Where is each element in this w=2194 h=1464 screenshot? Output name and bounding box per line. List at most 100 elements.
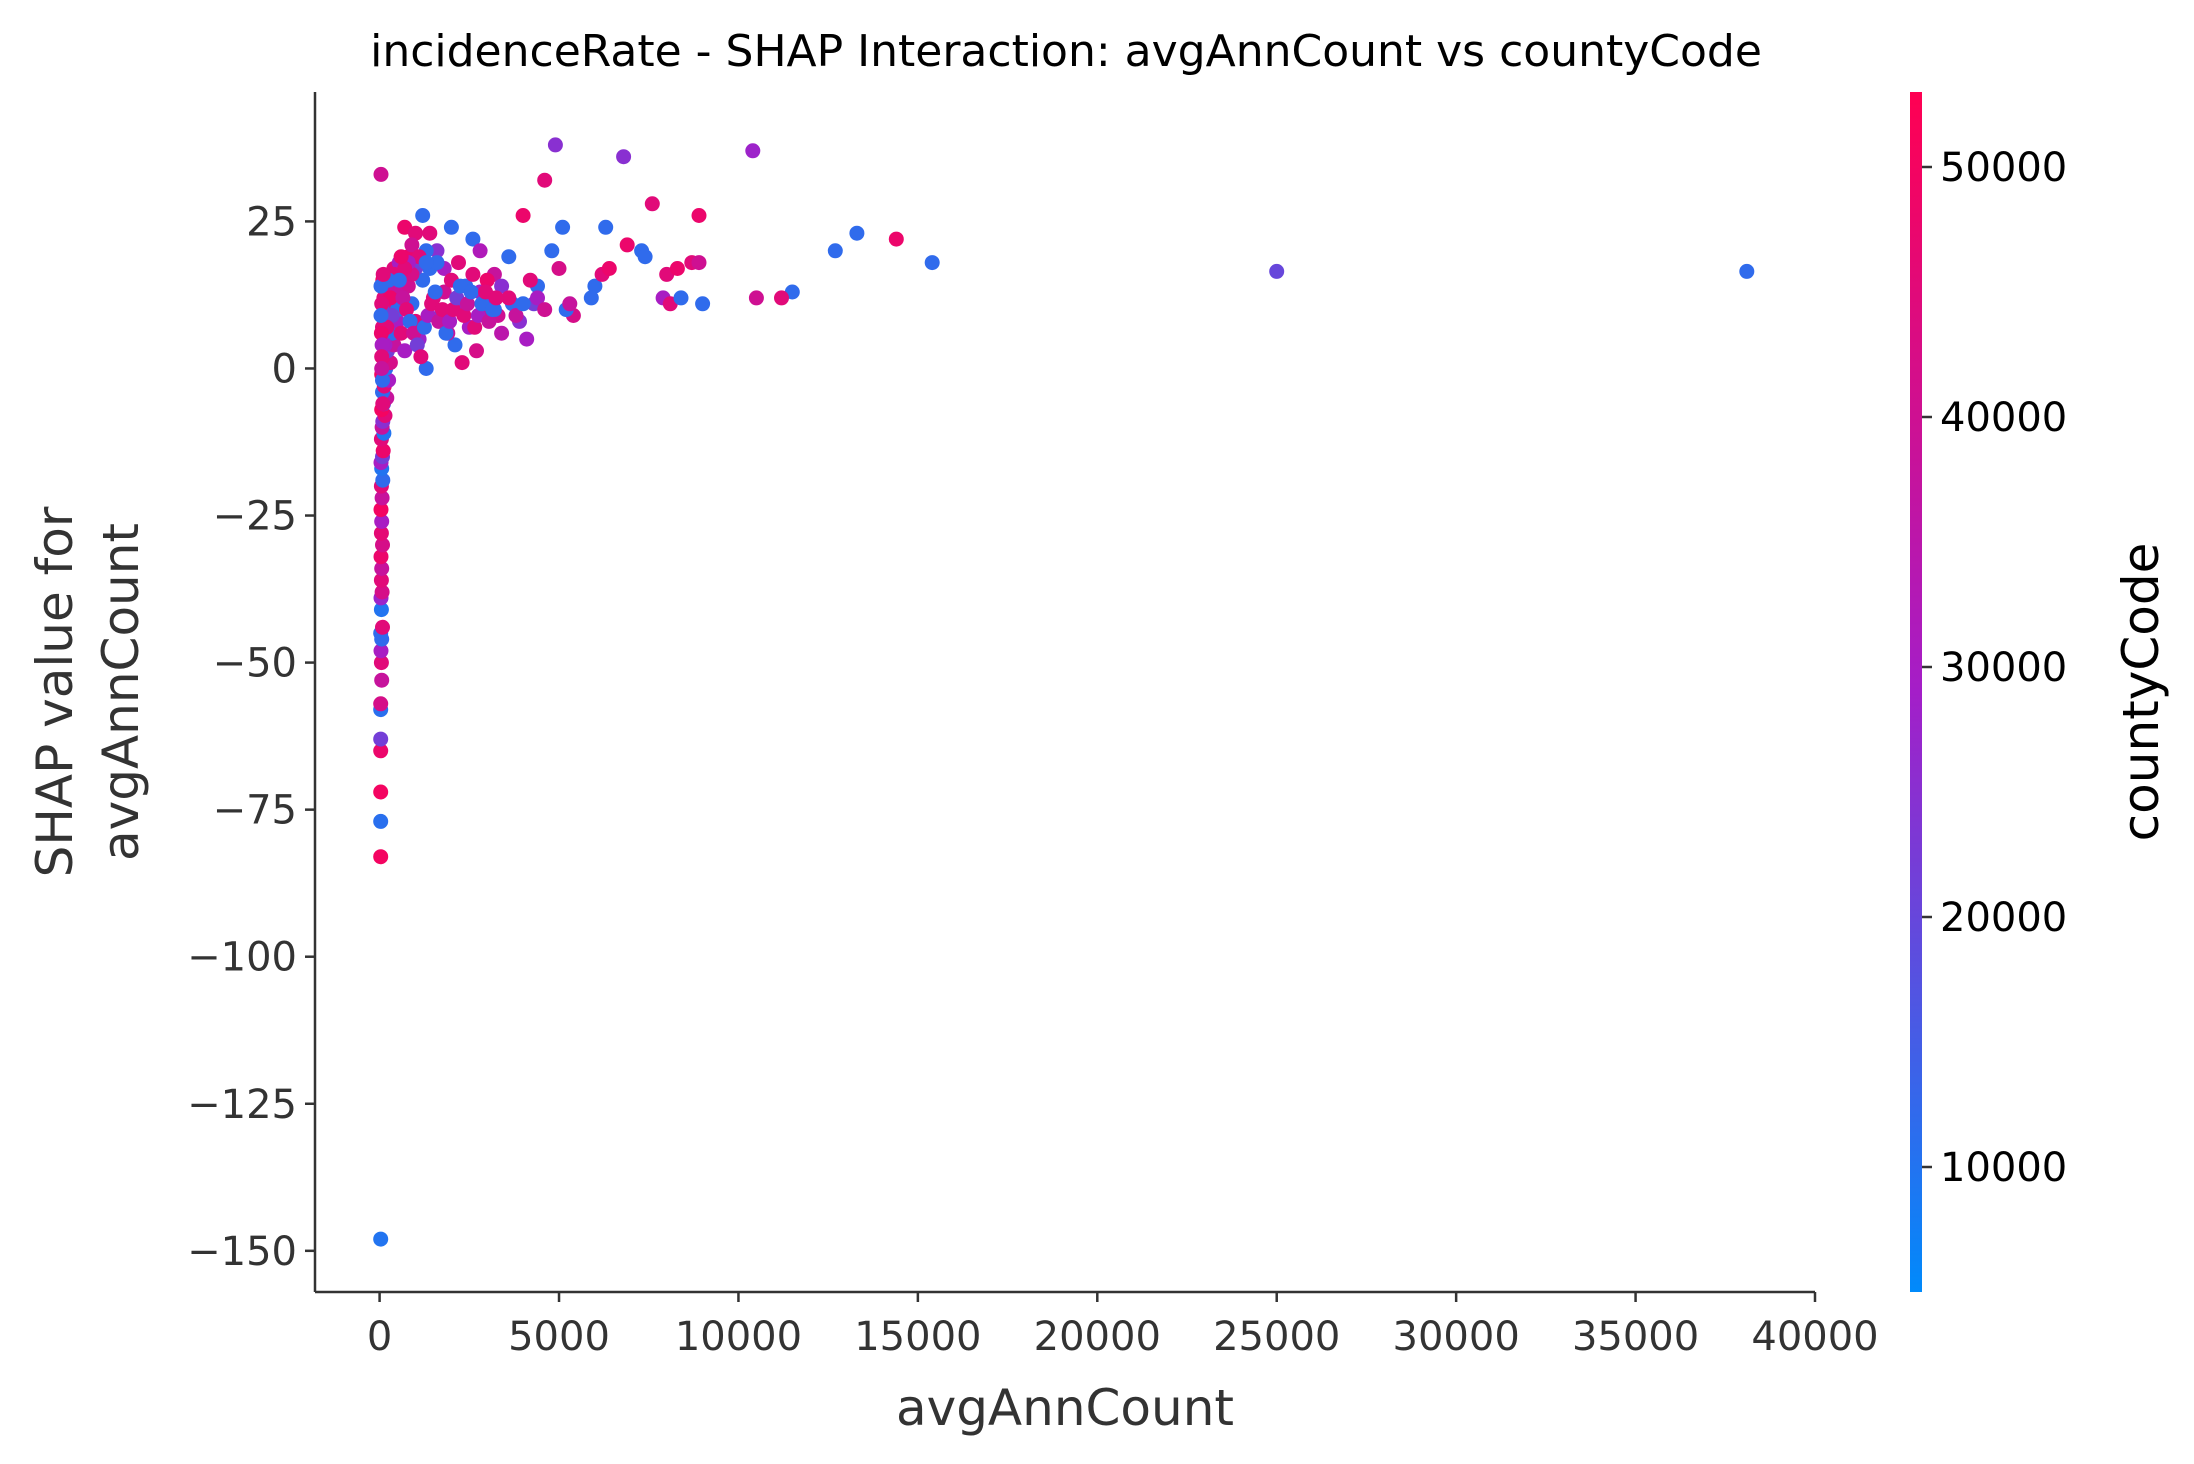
scatter-point-169	[416, 319, 432, 335]
y-tick-label-6: −125	[187, 1082, 297, 1128]
scatter-point-122	[418, 361, 434, 376]
y-tick-label-2: −25	[213, 494, 297, 540]
y-axis-label-line-1: SHAP value for	[26, 506, 84, 877]
scatter-point-73	[451, 255, 466, 271]
scatter-point-24	[374, 490, 390, 506]
colorbar-tick-label-2: 30000	[1940, 645, 2067, 691]
scatter-point-5	[373, 731, 389, 747]
chart-title: incidenceRate - SHAP Interaction: avgAnn…	[370, 26, 1762, 77]
scatter-point-9	[373, 655, 389, 671]
scatter-point-91	[637, 249, 653, 265]
scatter-point-99	[695, 296, 711, 312]
x-tick-label-0: 0	[367, 1314, 392, 1360]
y-axis-label-line-2: avgAnnCount	[92, 523, 150, 861]
scatter-point-74	[472, 243, 488, 259]
scatter-point-10	[373, 643, 389, 659]
scatter-point-115	[469, 343, 484, 359]
scatter-point-93	[669, 261, 685, 276]
colorbar-tick-label-3: 40000	[1940, 395, 2067, 441]
scatter-point-157	[418, 255, 434, 271]
y-tick-label-1: 0	[272, 346, 297, 392]
scatter-point-162	[391, 272, 407, 288]
scatter-point-18	[374, 561, 390, 576]
scatter-point-65	[415, 208, 431, 223]
y-tick-label-7: −150	[187, 1229, 297, 1275]
scatter-point-167	[409, 337, 425, 353]
scatter-point-191	[849, 225, 865, 241]
scatter-point-22	[374, 513, 390, 529]
scatter-point-68	[429, 243, 445, 259]
scatter-point-14	[373, 602, 389, 618]
scatter-point-189	[488, 290, 504, 306]
scatter-point-176	[442, 313, 458, 329]
scatter-point-203	[374, 337, 390, 353]
scatter-point-163	[395, 290, 411, 306]
scatter-point-19	[373, 549, 389, 565]
scatter-point-204	[374, 349, 390, 365]
scatter-point-172	[427, 284, 443, 300]
scatter-point-206	[373, 278, 389, 294]
scatter-point-165	[402, 313, 418, 329]
scatter-point-84	[598, 219, 614, 235]
scatter-point-88	[745, 143, 761, 159]
scatter-point-118	[447, 337, 463, 353]
colorbar-label: countyCode	[2112, 543, 2170, 842]
y-axis-label: SHAP value for avgAnnCount	[26, 506, 150, 877]
x-axis-label: avgAnnCount	[896, 1379, 1234, 1437]
scatter-point-111	[494, 325, 510, 341]
scatter-point-64	[408, 225, 423, 241]
scatter-point-154	[537, 302, 553, 318]
scatter-point-180	[456, 308, 472, 323]
scatter-point-85	[616, 149, 632, 165]
scatter-point-197	[1269, 263, 1285, 279]
scatter-point-187	[481, 313, 497, 329]
scatter-point-108	[519, 331, 535, 347]
scatter-point-16	[374, 584, 390, 600]
scatter-point-98	[673, 290, 689, 306]
scatter-point-164	[399, 302, 414, 318]
scatter-point-76	[501, 249, 517, 265]
scatter-points	[373, 137, 1755, 1247]
x-tick-label-6: 30000	[1393, 1314, 1520, 1360]
x-tick-label-4: 20000	[1034, 1314, 1161, 1360]
scatter-point-86	[644, 196, 660, 212]
scatter-point-0	[373, 1231, 389, 1247]
scatter-point-174	[434, 302, 450, 318]
scatter-point-198	[1739, 263, 1755, 279]
colorbar-tick-label-4: 50000	[1940, 145, 2067, 191]
scatter-point-117	[454, 355, 470, 371]
scatter-point-69	[443, 219, 459, 235]
scatter-point-79	[547, 137, 563, 153]
scatter-point-188	[485, 302, 501, 318]
scatter-point-149	[501, 290, 517, 306]
x-tick-label-1: 5000	[508, 1314, 610, 1360]
scatter-point-20	[375, 537, 390, 553]
scatter-point-144	[465, 266, 481, 282]
scatter-point-200	[374, 296, 390, 312]
scatter-point-30	[375, 443, 391, 459]
scatter-point-181	[460, 296, 475, 312]
scatter-point-128	[393, 325, 409, 341]
scatter-point-13	[375, 619, 390, 635]
scatter-point-209	[375, 396, 391, 412]
x-axis-ticks: 0 5000 10000 15000 20000 25000 30000 35000 40000	[367, 1292, 1879, 1360]
scatter-point-202	[373, 325, 389, 341]
scatter-point-208	[374, 361, 390, 376]
colorbar-tick-label-1: 20000	[1940, 895, 2067, 941]
y-axis-ticks: 25 0 −25 −50 −75 −100 −125 −150	[187, 199, 315, 1275]
scatter-point-161	[393, 249, 409, 265]
scatter-point-1	[373, 849, 389, 865]
scatter-point-195	[774, 290, 789, 306]
scatter-point-4	[373, 743, 389, 759]
scatter-point-23	[373, 502, 389, 518]
scatter-point-182	[463, 284, 479, 300]
scatter-point-148	[494, 278, 510, 294]
y-tick-label-5: −100	[187, 935, 297, 981]
scatter-point-199	[373, 166, 389, 182]
scatter-point-127	[397, 343, 413, 359]
scatter-point-153	[530, 290, 545, 306]
scatter-point-106	[562, 296, 578, 312]
scatter-point-78	[537, 172, 553, 188]
scatter-point-3	[373, 784, 389, 800]
scatter-point-100	[587, 278, 603, 294]
